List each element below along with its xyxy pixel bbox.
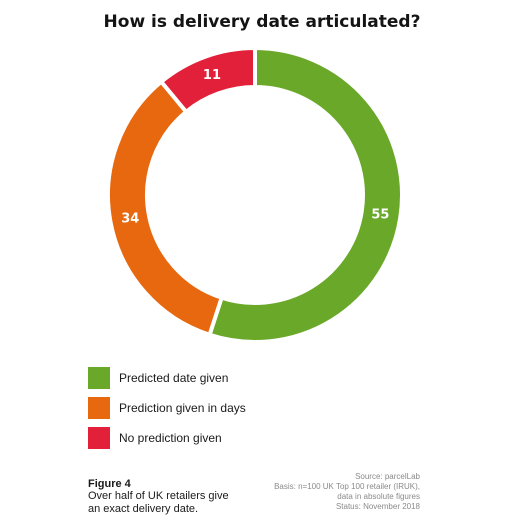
legend-label-prediction-days: Prediction given in days [119,401,246,415]
figure-number: Figure 4 [88,478,131,490]
data-label-no-prediction: 11 [203,68,221,83]
source-line: Source: parcelLab [355,472,420,481]
donut-chart: 55 34 11 [106,45,404,344]
legend-item-no-prediction: No prediction given [88,426,246,450]
data-label-prediction-days: 34 [121,211,139,226]
data-note-line: data in absolute figures [337,492,420,501]
legend-item-prediction-days: Prediction given in days [88,396,246,420]
data-label-predicted-date: 55 [371,207,389,222]
slice-no-prediction [158,45,257,115]
legend-label-predicted-date: Predicted date given [119,371,229,385]
slice-predicted-date [207,45,404,344]
legend: Predicted date given Prediction given in… [88,366,246,456]
slice-prediction-days [106,78,225,338]
legend-item-predicted-date: Predicted date given [88,366,246,390]
status-line: Status: November 2018 [335,502,420,511]
basis-line: Basis: n=100 UK Top 100 retailer (IRUK), [274,482,420,491]
chart-title: How is delivery date articulated? [103,12,421,32]
legend-label-no-prediction: No prediction given [119,431,222,445]
legend-swatch-no-prediction [88,427,110,449]
legend-swatch-predicted-date [88,367,110,389]
legend-swatch-prediction-days [88,397,110,419]
figure-caption: Over half of UK retailers give an exact … [88,490,229,515]
source-note: Source: parcelLab Basis: n=100 UK Top 10… [274,472,420,512]
